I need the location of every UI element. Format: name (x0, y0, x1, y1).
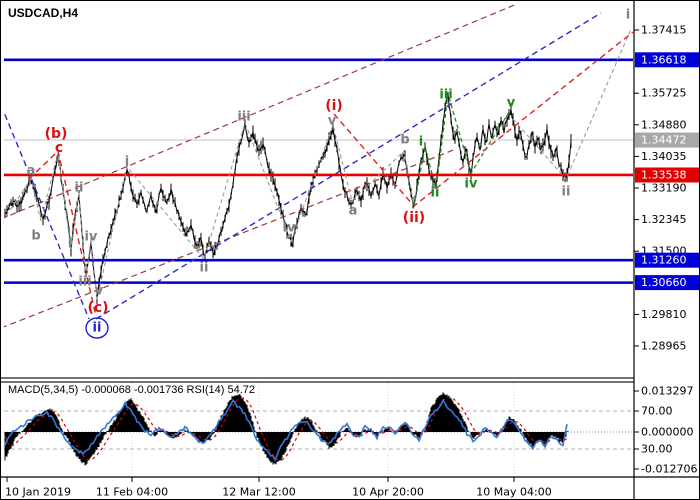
wave-label-circle (85, 317, 109, 339)
macd-axis-tick-label: 0.000000 (641, 426, 694, 439)
macd-signal-line (4, 396, 568, 461)
price-tag-label: 1.30660 (641, 276, 687, 289)
price-series (4, 92, 572, 305)
price-axis: 1.37415 1.35725 1.34880 1.34035 1.33190 1.323… (633, 1, 699, 499)
wave-label: b (31, 229, 40, 244)
wave-label: (b) (45, 126, 68, 142)
price-axis-tick-label: 1.37415 (641, 24, 687, 37)
macd-axis-tick-label: -0.012706 (641, 463, 697, 476)
macd-histogram (4, 392, 569, 466)
time-axis-tick-label: 10 Apr 20:00 (352, 486, 424, 499)
wave-label: v (507, 96, 516, 111)
panel-separator (1, 377, 634, 383)
red-dashed-line (28, 149, 97, 317)
price-tag-label: 1.36618 (641, 53, 687, 66)
wave-label: c (55, 140, 63, 156)
wave-label: i (626, 8, 630, 23)
price-axis-tick-label: 1.34880 (641, 118, 687, 131)
price-axis-tick-label: 1.29810 (641, 308, 687, 321)
time-axis-tick-label: 11 Feb 04:00 (96, 486, 168, 499)
wave-label: a (27, 164, 36, 179)
green-dashed-line (413, 93, 512, 207)
symbol-timeframe-title: USDCAD,H4 (8, 6, 79, 20)
price-tag-1.33538 (635, 167, 699, 183)
price-bar-wicks (4, 94, 572, 305)
price-axis-tick-label: 1.32345 (641, 213, 687, 226)
gray-dashed-line (5, 121, 415, 300)
wave-label: iv (283, 221, 296, 236)
wave-label: iii (439, 88, 452, 103)
wave-label: iv (85, 230, 98, 245)
macd-axis-tick-label: 30.00 (641, 443, 673, 456)
macd-panel (4, 383, 633, 476)
rsi-line (4, 398, 568, 462)
wave-label: (ii) (403, 210, 425, 226)
time-axis: 10 Jan 2019 11 Feb 04:00 12 Mar 12:00 10 Ap… (1, 476, 699, 499)
macd-axis-tick-label: 0.013297 (641, 385, 694, 398)
wave-label: (c) (87, 300, 108, 316)
price-axis-tick-label: 1.28965 (641, 340, 687, 353)
wave-label: ii (200, 261, 209, 276)
wave-label: a (349, 204, 358, 219)
time-axis-tick-label: 10 May 04:00 (476, 486, 551, 499)
time-axis-tick-label: 12 Mar 12:00 (222, 486, 295, 499)
price-tag-label: 1.33538 (641, 168, 687, 181)
wave-label: b (400, 133, 409, 148)
price-axis-tick-label: 1.33190 (641, 182, 687, 195)
wave-label: iii (78, 275, 91, 290)
main-price-panel (4, 4, 633, 328)
trend-lines (4, 4, 633, 328)
wave-labels: ab(b)ciiiiiiivv(c)iiiiiiiiivv(i)ab(ii)ii… (27, 8, 630, 339)
gray-dashed-line (512, 28, 632, 181)
horizontal-level-lines (4, 58, 633, 284)
wave-label: ii (562, 185, 571, 200)
time-axis-tick-label: 10 Jan 2019 (5, 486, 71, 499)
price-tag-1.30660 (635, 275, 699, 291)
price-tag-1.31260 (635, 252, 699, 268)
price-tag-label: 1.31260 (641, 254, 687, 267)
wave-label: i (419, 135, 423, 150)
price-axis-tick-label: 1.35725 (641, 87, 687, 100)
wave-label: v (95, 284, 104, 299)
price-tag-1.34472 (635, 132, 699, 148)
price-axis-tick-label: 1.34035 (641, 150, 687, 163)
maroon-dashed-line (4, 4, 519, 219)
wave-label: ii (431, 186, 440, 201)
wave-label: ii (75, 181, 84, 196)
price-polyline (4, 92, 572, 298)
macd-axis-tick-label: 70.00 (641, 405, 673, 418)
blue-dashed-line (4, 110, 90, 320)
price-tag-label: 1.34472 (641, 134, 687, 147)
wave-label: iii (237, 110, 250, 125)
wave-label: i (125, 155, 129, 170)
indicator-values-label: MACD(5,34,5) -0.000068 -0.001736 RSI(14)… (8, 384, 256, 396)
wave-label: iv (465, 177, 478, 192)
blue-dashed-line (95, 12, 602, 320)
wave-label: (i) (325, 98, 343, 114)
wave-label: ii (93, 321, 102, 336)
wave-label: i (68, 237, 72, 252)
price-tag-1.36618 (635, 52, 699, 68)
wave-label: v (328, 114, 337, 129)
